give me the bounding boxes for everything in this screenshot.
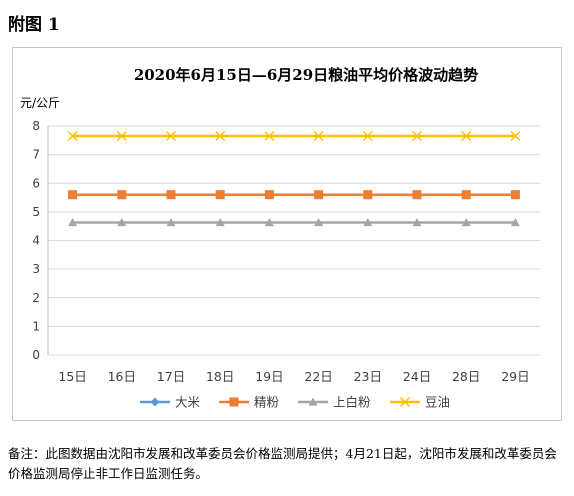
data-point [314,217,324,227]
legend-item: 豆油 [390,395,450,410]
data-point [412,217,422,227]
legend-marker [308,397,318,406]
legend-label: 大米 [175,395,201,410]
x-tick-label: 18日 [206,369,234,384]
legend-item: 上白粉 [298,395,371,410]
y-tick-label: 3 [32,262,40,276]
data-point [510,217,520,227]
series-2 [68,217,520,227]
legend-marker [399,396,411,408]
data-point [362,130,373,142]
data-point [411,130,423,142]
data-point [363,217,373,227]
data-point [165,130,177,142]
data-point [166,190,176,200]
x-tick-labels: 15日 16日 17日 18日 19日 22日 23日 24日 28日 29日 [58,369,529,384]
y-tick-label: 0 [32,348,40,362]
data-point [67,130,78,142]
x-tick-label: 23日 [354,369,382,384]
legend-label: 豆油 [425,395,450,410]
y-axis-label: 元/公斤 [20,96,60,110]
price-trend-chart: 2020年6月15日—6月29日粮油平均价格波动趋势 元/公斤 0 1 2 3 4 5 6 7… [20,66,540,410]
data-point [215,190,225,200]
legend-item: 精粉 [219,395,280,410]
x-tick-label: 28日 [452,369,480,384]
gridlines [47,125,540,356]
data-point [166,217,176,227]
legend: 大米 精粉 上白粉 豆油 [140,395,450,410]
series-1 [68,190,520,200]
y-tick-label: 7 [32,148,40,162]
x-tick-label: 24日 [403,369,431,384]
y-tick-labels: 0 1 2 3 4 5 6 7 8 [32,119,40,362]
chart-title: 2020年6月15日—6月29日粮油平均价格波动趋势 [134,66,478,84]
y-tick-label: 5 [32,205,40,219]
data-point [510,130,521,142]
data-point [264,217,274,227]
legend-marker [150,397,160,407]
x-tick-label: 29日 [501,369,529,384]
data-point [68,190,78,200]
legend-label: 上白粉 [333,395,371,410]
figure-label: 附图 1 [8,15,60,35]
data-point [412,190,422,200]
series-lines [67,130,521,227]
legend-item: 大米 [140,395,201,410]
x-tick-label: 16日 [108,369,136,384]
data-point [117,190,127,200]
chart-frame [12,47,562,421]
series-3 [67,130,521,142]
y-tick-label: 8 [32,119,40,133]
data-point [117,217,127,227]
data-point [215,130,226,142]
data-point [461,190,471,200]
x-tick-label: 19日 [255,369,283,384]
data-point [68,217,78,227]
data-point [264,190,274,200]
footnote: 备注：此图数据由沈阳市发展和改革委员会价格监测局提供；4月21日起，沈阳市发展和… [8,446,557,481]
data-point [264,130,275,142]
data-point [461,217,471,227]
x-tick-label: 17日 [157,369,185,384]
y-tick-label: 2 [32,291,40,305]
legend-label: 精粉 [254,395,280,410]
data-point [363,190,373,200]
data-point [461,130,472,142]
data-point [510,190,520,200]
y-tick-label: 6 [32,176,40,190]
x-tick-label: 22日 [304,369,332,384]
data-point [313,130,324,142]
data-point [215,217,225,227]
x-tick-label: 15日 [58,369,86,384]
y-tick-label: 1 [32,319,40,333]
data-point [116,130,127,142]
data-point [314,190,324,200]
legend-marker [229,397,239,407]
y-tick-label: 4 [32,234,40,248]
